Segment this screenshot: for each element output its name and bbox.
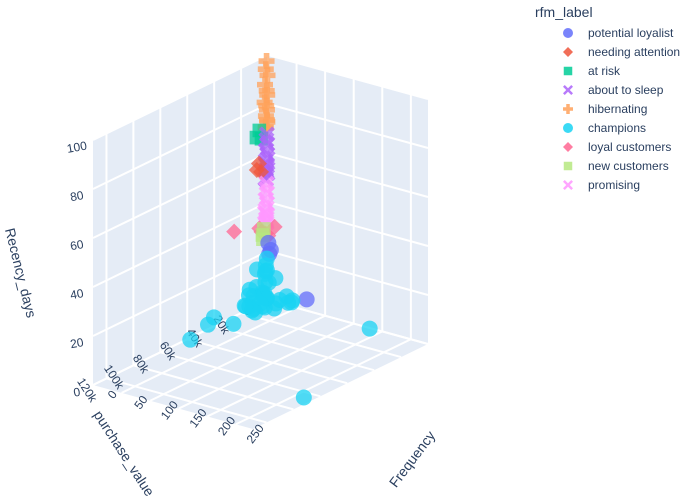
y-axis-title: purchase_value (91, 407, 158, 499)
grid-line (267, 103, 429, 149)
z-tick-label: 20 (69, 335, 85, 351)
z-tick-label: 60 (69, 237, 85, 253)
grid-line (186, 338, 348, 385)
grid-line (160, 351, 321, 398)
diamond-icon (563, 47, 573, 57)
grid-line (92, 250, 269, 337)
x-icon (563, 180, 573, 190)
square-icon (563, 66, 573, 76)
floor-pane (93, 300, 428, 429)
legend-label: about to sleep (588, 83, 664, 97)
grid-line (178, 322, 355, 410)
grid-line (92, 103, 269, 190)
legend-label: loyal customers (588, 140, 671, 154)
data-point (258, 262, 275, 279)
data-point (258, 53, 275, 70)
x-icon (563, 85, 573, 95)
grid-line (121, 306, 298, 394)
z-tick-label: 0 (72, 385, 81, 400)
data-point (266, 300, 283, 317)
legend-label: champions (588, 121, 646, 135)
legend-title: rfm_label (535, 4, 593, 20)
data-point (226, 223, 243, 240)
z-tick-label: 100 (66, 138, 88, 155)
circle-icon (563, 28, 573, 38)
legend-label: potential loyalist (588, 26, 674, 40)
cross-icon (563, 104, 573, 114)
legend-label: promising (588, 178, 640, 192)
series-needing-attention (248, 155, 270, 180)
legend-label: hibernating (588, 102, 647, 116)
z-tick-label: 80 (69, 188, 85, 204)
left-back-pane (93, 55, 268, 385)
data-points (182, 53, 378, 406)
square-icon (563, 161, 573, 171)
legend-item-new-customers[interactable]: new customers (563, 159, 669, 173)
grid-line (92, 152, 269, 239)
data-point (298, 291, 315, 308)
data-point (295, 389, 312, 406)
legend-item-hibernating[interactable]: hibernating (563, 102, 647, 116)
data-point (199, 316, 216, 333)
data-point (182, 331, 199, 348)
data-point (259, 67, 276, 84)
legend-item-needing-attention[interactable]: needing attention (563, 45, 680, 59)
grid-line (106, 377, 267, 424)
grid-line (267, 152, 429, 198)
grid-line (267, 250, 429, 296)
grid-line (149, 314, 326, 402)
legend-item-about-to-sleep[interactable]: about to sleep (563, 83, 664, 97)
legend-item-loyal-customers[interactable]: loyal customers (563, 140, 671, 154)
axis-panes (93, 55, 428, 429)
grid-line (92, 201, 269, 288)
legend-item-potential-loyalist[interactable]: potential loyalist (563, 26, 674, 40)
legend[interactable]: rfm_label potential loyalist needing atte… (535, 4, 680, 192)
legend-label: needing attention (588, 45, 680, 59)
legend-label: at risk (588, 64, 621, 78)
grid-line (213, 325, 375, 372)
legend-item-champions[interactable]: champions (563, 121, 646, 135)
grid-line (133, 364, 294, 411)
grid-line (206, 330, 383, 418)
legend-label: new customers (588, 159, 669, 173)
grid-line (267, 201, 429, 247)
grid-line (240, 312, 402, 359)
grid-line (267, 54, 429, 100)
z-tick-label: 40 (69, 286, 85, 302)
grid-line (92, 299, 269, 386)
grid-lines (92, 54, 429, 426)
z-axis-title: Recency_days (2, 226, 40, 319)
diamond-icon (563, 142, 573, 152)
grid-line (92, 54, 269, 141)
series-champions (182, 250, 378, 406)
data-point (225, 315, 242, 332)
x-axis-title: Frequency (386, 428, 439, 490)
data-point (361, 320, 378, 337)
legend-item-at-risk[interactable]: at risk (563, 64, 621, 78)
circle-icon (563, 123, 573, 133)
grid-line (235, 338, 412, 426)
data-point (284, 292, 301, 309)
data-point (253, 163, 270, 180)
legend-item-promising[interactable]: promising (563, 178, 640, 192)
right-back-pane (268, 55, 428, 344)
data-point (236, 297, 253, 314)
